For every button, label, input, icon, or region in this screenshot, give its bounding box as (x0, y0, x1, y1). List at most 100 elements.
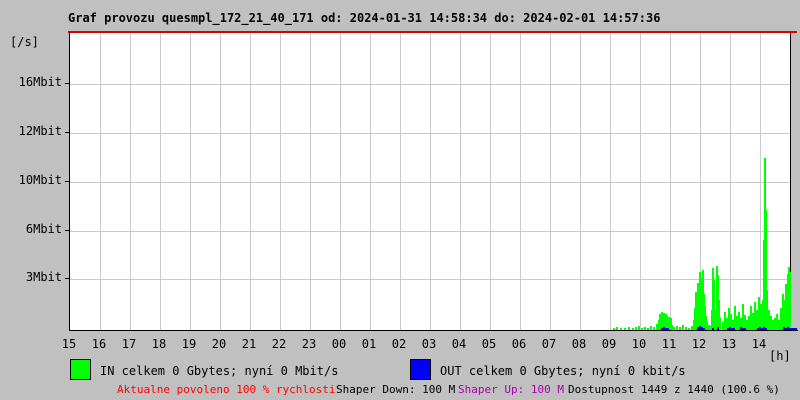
traffic-bar-in (726, 318, 728, 330)
traffic-bar-out (783, 327, 785, 330)
vertical-gridline (430, 33, 431, 330)
traffic-bar-in (772, 320, 774, 330)
traffic-bar-in (613, 328, 615, 330)
traffic-bar-in (691, 326, 693, 330)
traffic-bar-in (719, 318, 721, 330)
x-tick-label: 18 (151, 337, 167, 351)
x-tick-label: 17 (121, 337, 137, 351)
vertical-gridline (130, 33, 131, 330)
traffic-bar-in (734, 306, 736, 330)
x-tick-label: 00 (331, 337, 347, 351)
traffic-bar-out (765, 328, 767, 330)
vertical-gridline (280, 33, 281, 330)
horizontal-gridline (70, 182, 790, 183)
vertical-gridline (670, 33, 671, 330)
x-tick-label: 09 (601, 337, 617, 351)
legend-in-label: IN celkem 0 Gbytes; nyní 0 Mbit/s (100, 364, 339, 378)
y-tick-mark (65, 181, 69, 182)
vertical-gridline (370, 33, 371, 330)
traffic-bar-in (780, 308, 782, 330)
y-tick-label: 3Mbit (25, 270, 62, 284)
traffic-bar-in (730, 314, 732, 330)
status-allowed-speed: Aktualne povoleno 100 % rychlosti (117, 383, 336, 396)
vertical-gridline (340, 33, 341, 330)
traffic-bar-out (731, 328, 733, 330)
traffic-bar-in (713, 280, 715, 330)
traffic-bar-in (746, 320, 748, 330)
traffic-bar-in (742, 304, 744, 330)
traffic-bar-in (685, 327, 687, 330)
vertical-gridline (400, 33, 401, 330)
traffic-bar-out (729, 327, 731, 330)
traffic-bar-in (647, 328, 649, 330)
x-tick-label: 20 (211, 337, 227, 351)
traffic-bar-out (703, 328, 705, 330)
legend-out-label: OUT celkem 0 Gbytes; nyní 0 kbit/s (440, 364, 686, 378)
x-tick-label: 05 (481, 337, 497, 351)
status-availability: Dostupnost 1449 z 1440 (100.6 %) (568, 383, 780, 396)
traffic-bar-in (624, 328, 626, 330)
traffic-bar-out (699, 326, 701, 330)
x-tick-label: 15 (61, 337, 77, 351)
traffic-bar-in (676, 326, 678, 330)
traffic-bar-in (724, 312, 726, 330)
y-tick-label: 10Mbit (18, 173, 62, 187)
traffic-bar-out (717, 327, 719, 330)
plot-area (69, 32, 797, 331)
x-tick-label: 23 (301, 337, 317, 351)
traffic-bar-in (744, 315, 746, 330)
vertical-gridline (160, 33, 161, 330)
traffic-bar-in (650, 326, 652, 330)
traffic-bar-out (733, 328, 735, 330)
vertical-gridline (190, 33, 191, 330)
traffic-bar-out (759, 327, 761, 330)
y-tick-label: 6Mbit (25, 222, 62, 236)
traffic-bar-in (756, 310, 758, 330)
traffic-bar-in (671, 325, 673, 330)
traffic-bar-in (768, 310, 770, 330)
x-tick-label: 07 (541, 337, 557, 351)
x-tick-label: 11 (661, 337, 677, 351)
horizontal-gridline (70, 84, 790, 85)
y-axis-unit-label: [/s] (10, 35, 39, 49)
traffic-bar-in (752, 313, 754, 330)
y-tick-label: 12Mbit (18, 124, 62, 138)
traffic-bar-in (628, 327, 630, 330)
vertical-gridline (700, 33, 701, 330)
vertical-gridline (550, 33, 551, 330)
traffic-bar-in (682, 325, 684, 330)
traffic-bar-in (750, 306, 752, 330)
traffic-bar-in (736, 316, 738, 330)
traffic-bar-out (712, 328, 714, 330)
traffic-bar-in (632, 328, 634, 330)
traffic-bar-in (766, 290, 768, 330)
x-tick-label: 06 (511, 337, 527, 351)
vertical-gridline (250, 33, 251, 330)
vertical-gridline (580, 33, 581, 330)
traffic-bar-in (754, 302, 756, 330)
x-axis-extension (790, 330, 798, 331)
traffic-bar-in (774, 318, 776, 330)
traffic-bar-in (644, 327, 646, 330)
traffic-bar-out (742, 328, 744, 330)
traffic-bar-in (620, 328, 622, 330)
traffic-bar-in (758, 297, 760, 330)
vertical-gridline (460, 33, 461, 330)
vertical-gridline (490, 33, 491, 330)
traffic-bar-in (670, 318, 672, 330)
traffic-bar-out (667, 328, 669, 330)
x-tick-label: 19 (181, 337, 197, 351)
y-tick-label: 16Mbit (18, 75, 62, 89)
traffic-bar-in (718, 300, 720, 330)
traffic-bar-out (744, 328, 746, 330)
traffic-bar-in (740, 318, 742, 330)
traffic-bar-out (665, 328, 667, 330)
traffic-bar-in (653, 327, 655, 330)
traffic-bar-out (786, 328, 797, 330)
x-tick-label: 16 (91, 337, 107, 351)
traffic-bar-out (727, 328, 729, 330)
traffic-bar-in (765, 210, 767, 330)
vertical-gridline (220, 33, 221, 330)
legend-out-swatch (410, 359, 431, 380)
traffic-bar-out (697, 327, 699, 330)
